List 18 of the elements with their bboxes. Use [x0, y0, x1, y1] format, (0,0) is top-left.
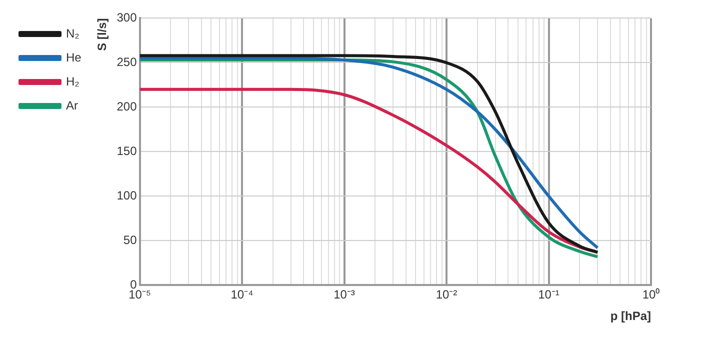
x-tick-label: 10⁰: [642, 288, 660, 302]
y-tick-label: 300: [116, 10, 138, 25]
y-tick-label: 100: [116, 188, 138, 203]
legend-label: H₂: [66, 74, 80, 88]
x-tick-label: 10⁻²: [436, 288, 458, 302]
x-tick-label: 10⁻⁵: [128, 288, 151, 302]
y-tick-label: 150: [116, 144, 138, 158]
legend-label: He: [66, 50, 82, 64]
x-axis-title: p [hPa]: [610, 309, 651, 324]
y-tick-label: 50: [123, 233, 138, 248]
legend-label: N₂: [66, 26, 80, 40]
y-tick-label: 200: [116, 100, 138, 114]
x-tick-label: 10⁻³: [334, 288, 355, 302]
y-tick-label: 250: [116, 55, 138, 70]
legend-label: Ar: [66, 98, 78, 112]
x-tick-label: 10⁻⁴: [230, 288, 254, 302]
y-axis-title: S [l/s]: [94, 18, 109, 51]
x-tick-label: 10⁻¹: [538, 288, 560, 302]
